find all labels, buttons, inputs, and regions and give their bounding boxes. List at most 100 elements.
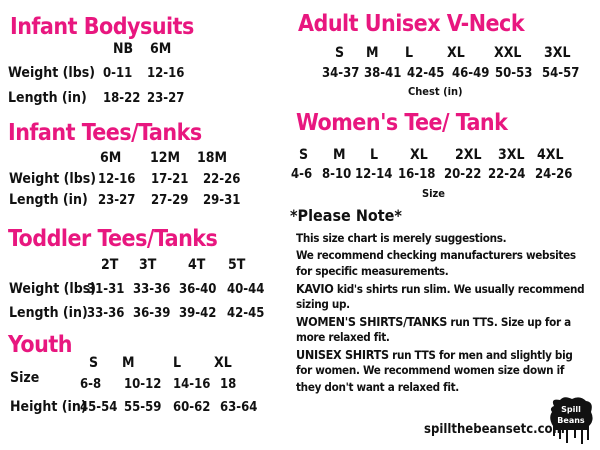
cell-value: 46-49 <box>452 66 490 81</box>
cell-value: 29-31 <box>203 193 241 208</box>
note-heading: *Please Note* <box>290 206 402 225</box>
note-line: for women. We recommend women size down … <box>296 363 565 377</box>
cell-value: 34-37 <box>322 66 360 81</box>
note-line: for specific measurements. <box>296 264 449 278</box>
size-header: S <box>299 147 309 163</box>
cell-value: 33-36 <box>87 306 125 321</box>
row-label: Weight (lbs) <box>9 281 96 297</box>
size-header: 3XL <box>498 147 525 163</box>
cell-value: 31-31 <box>87 282 125 297</box>
infant-tees-title: Infant Tees/Tanks <box>8 120 202 146</box>
note-text: run TTS for men and slightly big <box>388 347 573 362</box>
note-text: for specific measurements. <box>296 264 449 278</box>
spill-the-beans-logo: Spill Beans <box>550 397 593 444</box>
row-label: Height (in) <box>10 399 87 415</box>
cell-value: 54-57 <box>542 66 580 81</box>
size-header: M <box>333 147 346 163</box>
cell-value: 12-14 <box>355 167 393 182</box>
adult-unisex-title: Adult Unisex V-Neck <box>298 11 525 37</box>
size-header: XL <box>447 45 465 61</box>
cell-value: 14-16 <box>173 377 211 392</box>
cell-value: 42-45 <box>227 306 265 321</box>
cell-value: 40-44 <box>227 282 265 297</box>
cell-value: 4-6 <box>291 167 313 182</box>
size-header: 12M <box>150 150 181 166</box>
size-header: 2XL <box>455 147 482 163</box>
size-header: 6M <box>100 150 122 166</box>
cell-value: 23-27 <box>147 91 185 106</box>
note-emphasis: KAVIO <box>296 280 334 296</box>
note-text: We recommend checking manufacturers webs… <box>296 247 576 262</box>
cell-value: 20-22 <box>444 167 482 182</box>
svg-text:Spill: Spill <box>561 405 581 414</box>
note-line: UNISEX SHIRTS run TTS for men and slight… <box>296 346 573 362</box>
womens-title: Women's Tee/ Tank <box>296 110 508 136</box>
note-text: run TTS. Size up for a <box>447 314 571 329</box>
size-header: 18M <box>197 150 228 166</box>
cell-value: 33-36 <box>133 282 171 297</box>
cell-value: 23-27 <box>98 193 136 208</box>
caption: Size <box>422 187 445 200</box>
cell-value: 24-26 <box>535 167 573 182</box>
size-header: M <box>122 355 135 371</box>
note-text: they don't want a relaxed fit. <box>296 379 459 394</box>
size-header: L <box>405 45 414 61</box>
size-header: 5T <box>228 257 246 273</box>
size-header: S <box>335 45 345 61</box>
cell-value: 36-39 <box>133 306 171 321</box>
note-line: We recommend checking manufacturers webs… <box>296 247 576 262</box>
cell-value: 18 <box>220 377 237 392</box>
cell-value: 17-21 <box>151 172 189 187</box>
cell-value: 12-16 <box>147 66 185 81</box>
cell-value: 42-45 <box>407 66 445 81</box>
size-header: XL <box>214 355 232 371</box>
infant-bodysuits-title: Infant Bodysuits <box>10 14 194 40</box>
note-line: more relaxed fit. <box>296 330 390 344</box>
note-text: for women. We recommend women size down … <box>296 363 565 377</box>
size-header: 2T <box>101 257 119 273</box>
note-line: This size chart is merely suggestions. <box>296 231 507 245</box>
note-line: KAVIO kid's shirts run slim. We usually … <box>296 280 585 296</box>
cell-value: 60-62 <box>173 400 211 415</box>
note-text: This size chart is merely suggestions. <box>296 231 507 245</box>
cell-value: 45-54 <box>80 400 118 415</box>
cell-value: 50-53 <box>495 66 533 81</box>
cell-value: 38-41 <box>364 66 402 81</box>
size-header: 3T <box>139 257 157 273</box>
website-link[interactable]: spillthebeansetc.com <box>424 422 565 437</box>
size-header: XXL <box>494 45 522 61</box>
cell-value: 63-64 <box>220 400 258 415</box>
svg-text:Beans: Beans <box>557 416 585 425</box>
size-header: 4XL <box>537 147 564 163</box>
size-header: L <box>370 147 379 163</box>
size-header: XL <box>410 147 428 163</box>
size-header: S <box>89 355 99 371</box>
row-label: Size <box>10 370 40 386</box>
note-text: sizing up. <box>296 297 350 311</box>
row-label: Length (in) <box>9 305 88 321</box>
size-header: 4T <box>188 257 206 273</box>
note-emphasis: UNISEX SHIRTS <box>296 346 389 362</box>
note-line: WOMEN'S SHIRTS/TANKS run TTS. Size up fo… <box>296 313 571 329</box>
cell-value: 39-42 <box>179 306 217 321</box>
cell-value: 55-59 <box>124 400 162 415</box>
cell-value: 10-12 <box>124 377 162 392</box>
cell-value: 22-26 <box>203 172 241 187</box>
size-header: 6M <box>150 41 172 57</box>
size-header: NB <box>113 41 134 57</box>
note-text: more relaxed fit. <box>296 330 390 344</box>
cell-value: 0-11 <box>103 66 133 81</box>
cell-value: 6-8 <box>80 377 102 392</box>
note-emphasis: WOMEN'S SHIRTS/TANKS <box>296 313 448 329</box>
cell-value: 18-22 <box>103 91 141 106</box>
cell-value: 8-10 <box>322 167 352 182</box>
cell-value: 16-18 <box>398 167 436 182</box>
note-line: they don't want a relaxed fit. <box>296 379 459 394</box>
row-label: Weight (lbs) <box>9 171 96 187</box>
toddler-tees-title: Toddler Tees/Tanks <box>8 226 218 252</box>
row-label: Length (in) <box>8 90 87 106</box>
row-label: Weight (lbs) <box>8 65 95 81</box>
size-header: 3XL <box>544 45 571 61</box>
note-text: kid's shirts run slim. We usually recomm… <box>333 281 585 296</box>
